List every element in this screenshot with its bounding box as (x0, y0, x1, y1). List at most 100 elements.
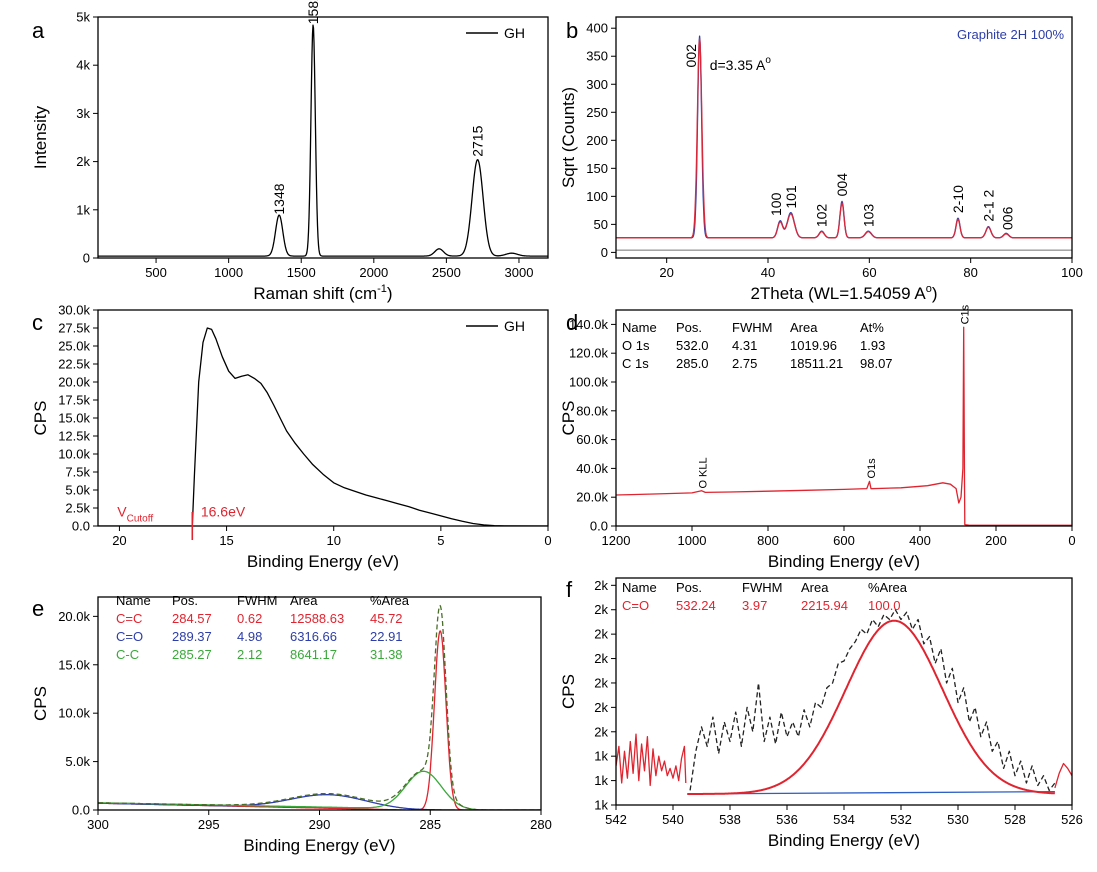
table-cell: 2215.94 (801, 598, 848, 613)
table-header-cell: Name (622, 580, 657, 595)
table-cell: 4.31 (732, 338, 757, 353)
y-tick-label: 17.5k (58, 393, 90, 408)
table-header-cell: FWHM (742, 580, 782, 595)
peak-label: C1s (960, 304, 972, 324)
x-axis-label: Raman shift (cm-1) (253, 283, 392, 303)
series-d-0 (616, 326, 1072, 526)
y-axis-label: Intensity (31, 105, 50, 169)
y-tick-label: 2k (76, 154, 90, 169)
legend-label: GH (504, 25, 525, 41)
x-tick-label: 20 (659, 265, 673, 280)
table-header-cell: Pos. (676, 580, 702, 595)
table-cell: 284.57 (172, 611, 212, 626)
x-tick-label: 40 (761, 265, 775, 280)
series-f-3 (687, 790, 1055, 795)
y-tick-label: 0 (83, 251, 90, 266)
peak-label: 102 (814, 204, 830, 228)
table-cell: 285.27 (172, 647, 212, 662)
y-tick-label: 2k (594, 627, 608, 642)
x-axis-label: Binding Energy (eV) (243, 836, 395, 855)
table-header-cell: Area (801, 580, 829, 595)
x-tick-label: 1000 (214, 265, 243, 280)
y-tick-label: 30.0k (58, 303, 90, 318)
table-header-cell: Pos. (172, 593, 198, 608)
table-header-cell: Name (622, 320, 657, 335)
chart-panel-d: 1200 1000 800 600 400 200 0 0.0 20.0k 40.0k 60.0k 8… (559, 304, 1076, 571)
x-tick-label: 5 (437, 533, 444, 548)
table-cell: 8641.17 (290, 647, 337, 662)
table-header-cell: FWHM (237, 593, 277, 608)
table-cell: O 1s (622, 338, 650, 353)
y-tick-label: 100.0k (569, 375, 609, 390)
peak-label: 002 (683, 44, 699, 68)
legend-label: GH (504, 318, 525, 334)
x-tick-label: 290 (309, 817, 331, 832)
table-cell: 285.0 (676, 356, 709, 371)
y-tick-label: 3k (76, 106, 90, 121)
peak-label: 101 (783, 185, 799, 209)
y-tick-label: 250 (586, 105, 608, 120)
panel-letter: c (32, 310, 43, 335)
x-tick-label: 280 (530, 817, 552, 832)
x-tick-label: 100 (1061, 265, 1083, 280)
x-tick-label: 530 (947, 812, 969, 827)
table-cell: C=O (622, 598, 649, 613)
annotation-text: VCutoff (117, 504, 153, 525)
x-tick-label: 526 (1061, 812, 1083, 827)
chart-panel-b: 20 40 60 80 100 0 50 100 150 200 250 300 350 400 2Thet… (559, 16, 1083, 303)
y-tick-label: 4k (76, 58, 90, 73)
x-tick-label: 1500 (287, 265, 316, 280)
y-tick-label: 12.5k (58, 429, 90, 444)
x-tick-label: 10 (326, 533, 340, 548)
y-tick-label: 350 (586, 49, 608, 64)
peak-label: O KLL (698, 457, 710, 488)
x-tick-label: 800 (757, 533, 779, 548)
y-tick-label: 10.0k (58, 447, 90, 462)
y-tick-label: 7.5k (65, 465, 90, 480)
y-tick-label: 2k (594, 602, 608, 617)
y-tick-label: 25.0k (58, 339, 90, 354)
table-cell: 12588.63 (290, 611, 344, 626)
y-tick-label: 400 (586, 21, 608, 36)
y-tick-label: 10.0k (58, 706, 90, 721)
plot-frame (97, 16, 549, 259)
x-tick-label: 300 (87, 817, 109, 832)
x-tick-label: 80 (963, 265, 977, 280)
legend-label: Graphite 2H 100% (957, 27, 1064, 42)
peak-label: 1348 (271, 183, 287, 214)
table-header-cell: Area (290, 593, 318, 608)
x-tick-label: 295 (198, 817, 220, 832)
chart-panel-c: 20 15 10 5 0 0.0 2.5k 5.0k 7.5k 10.0k 12.5k 15.0k 17… (31, 303, 552, 572)
y-tick-label: 22.5k (58, 357, 90, 372)
chart-panel-f: 542 540 538 536 534 532 530 528 526 1k 1k 1k 2k 2k 2k 2… (559, 577, 1083, 850)
y-tick-label: 0.0 (72, 803, 90, 818)
table-cell: 18511.21 (790, 356, 843, 371)
table-cell: 1.93 (860, 338, 885, 353)
table-cell: 31.38 (370, 647, 403, 662)
peak-label: 006 (1000, 206, 1016, 230)
y-tick-label: 5k (76, 10, 90, 25)
y-tick-label: 1k (76, 202, 90, 217)
peak-label: 2715 (470, 125, 486, 156)
y-tick-label: 1k (594, 773, 608, 788)
annotation-text: d=3.35 Ao (710, 55, 772, 73)
table-cell: 98.07 (860, 356, 893, 371)
table-cell: 22.91 (370, 629, 403, 644)
table-cell: C=O (116, 629, 143, 644)
table-cell: 289.37 (172, 629, 212, 644)
table-cell: C-C (116, 647, 139, 662)
panel-letter: b (566, 18, 578, 43)
x-tick-label: 534 (833, 812, 855, 827)
peak-label: 1582 (305, 0, 321, 24)
plot-frame (97, 309, 549, 527)
y-tick-label: 5.0k (65, 754, 90, 769)
x-tick-label: 15 (219, 533, 233, 548)
y-tick-label: 300 (586, 77, 608, 92)
x-tick-label: 600 (833, 533, 855, 548)
peak-label: 103 (860, 204, 876, 228)
table-cell: 1019.96 (790, 338, 837, 353)
x-axis-label-end: ) (932, 284, 938, 303)
y-tick-label: 50 (594, 217, 608, 232)
x-tick-label: 528 (1004, 812, 1026, 827)
